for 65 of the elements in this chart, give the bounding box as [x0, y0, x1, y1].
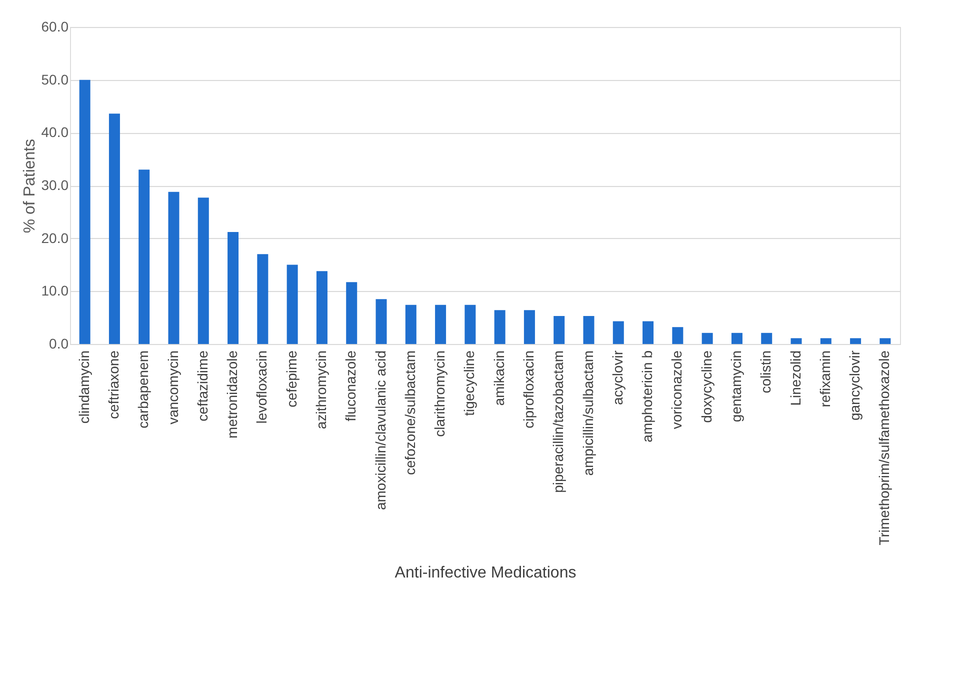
bar	[228, 232, 239, 344]
x-tick-label: amoxicillin/clavulanic acid	[372, 350, 388, 510]
bar	[820, 338, 832, 344]
x-tick-label: cefepime	[283, 350, 300, 408]
bar	[108, 114, 120, 344]
x-tick-label: refixamin	[816, 350, 833, 408]
y-tick-label: 60.0	[41, 18, 69, 34]
x-tick-label: metronidazole	[224, 350, 240, 438]
x-tick-label: Linezolid	[787, 350, 804, 406]
x-tick-label: cefozone/sulbactam	[402, 350, 418, 476]
bar	[554, 316, 565, 344]
bar	[405, 304, 416, 344]
x-tick-label: ampicillin/sulbactam	[580, 350, 596, 476]
bar	[642, 321, 654, 344]
bar	[612, 321, 624, 344]
x-tick-label: levofloxacin	[254, 350, 270, 424]
x-tick-label: piperacillin/tazobactam	[550, 350, 566, 493]
bar	[198, 198, 209, 344]
x-tick-label: azithromycin	[312, 350, 329, 430]
bar	[524, 310, 535, 344]
bar	[346, 282, 358, 344]
x-tick-label: colistin	[758, 350, 774, 394]
y-axis-title: % of Patients	[21, 138, 38, 234]
x-tick-label: amphotericin b	[639, 350, 656, 442]
bar	[731, 332, 742, 344]
bar	[316, 271, 328, 344]
x-tick-label: ceftazidime	[194, 350, 210, 422]
bar	[79, 80, 90, 344]
x-tick-label: voriconazole	[668, 350, 685, 430]
y-tick-label: 40.0	[41, 124, 69, 140]
x-tick-label: ceftriaxone	[105, 350, 122, 419]
bar	[790, 338, 802, 344]
y-tick-label: 30.0	[41, 177, 69, 193]
bar	[138, 170, 150, 344]
y-tick-label: 50.0	[41, 71, 69, 88]
bar	[494, 310, 506, 344]
x-tick-label: clarithromycin	[432, 350, 448, 437]
bar	[761, 332, 772, 344]
x-tick-label: doxycycline	[698, 350, 714, 423]
x-tick-label: gancyclovir	[846, 350, 863, 421]
x-tick-label: clindamycin	[76, 350, 92, 424]
x-axis-title: Anti-infective Medications	[394, 564, 576, 582]
x-tick-label: fluconazole	[342, 350, 359, 422]
bar	[464, 304, 476, 344]
bar	[583, 316, 594, 344]
bar	[880, 338, 891, 344]
x-tick-label: tigecycline	[461, 350, 478, 416]
x-tick-label: carbapenem	[135, 350, 152, 428]
x-tick-label: Trimethoprim/sulfamethoxazole	[876, 350, 892, 546]
bar	[376, 299, 387, 344]
y-tick-label: 20.0	[41, 230, 69, 246]
x-tick-label: amikacin	[490, 350, 507, 406]
bar	[168, 192, 180, 344]
bar	[850, 338, 862, 344]
y-tick-label: 10.0	[41, 282, 69, 299]
bar	[672, 327, 684, 344]
y-tick-label: 0.0	[49, 336, 69, 352]
x-tick-label: vancomycin	[164, 350, 181, 424]
x-tick-label: acyclovir	[609, 350, 626, 405]
x-tick-label: gentamycin	[728, 350, 744, 422]
x-tick-label: ciprofloxacin	[520, 350, 536, 428]
bar	[435, 304, 446, 344]
bar	[702, 332, 713, 344]
bar	[257, 254, 268, 344]
bar	[286, 264, 298, 344]
